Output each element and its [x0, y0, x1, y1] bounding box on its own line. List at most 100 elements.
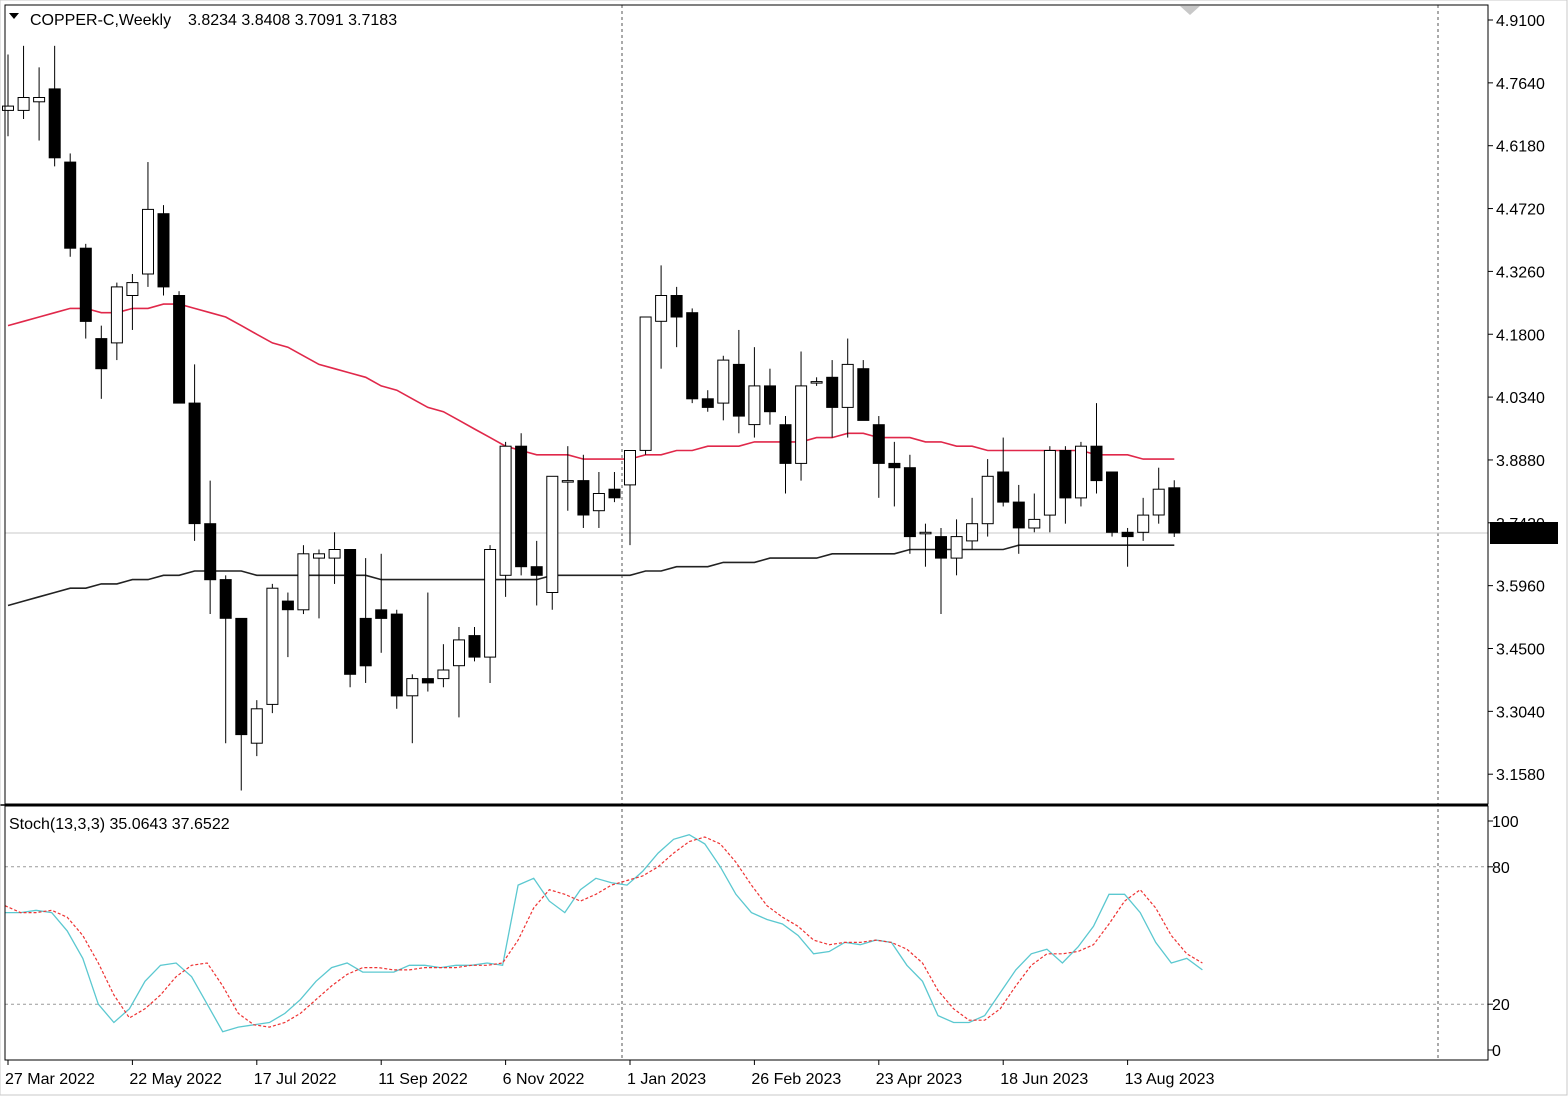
time-axis-label: 17 Jul 2022 [254, 1071, 337, 1088]
candle-body [142, 208, 154, 275]
candle-body [235, 617, 248, 736]
price-axis-label: 4.6180 [1496, 139, 1545, 156]
last-price-tag-label: 3.7183 [1496, 526, 1545, 543]
ohlc-values: 3.8234 3.8408 3.7091 3.7183 [188, 12, 397, 29]
grid-layer [5, 5, 1488, 1060]
candle-body [561, 480, 574, 483]
price-axis-label: 3.8880 [1496, 453, 1545, 470]
candle-body [670, 295, 683, 318]
candle-body [1168, 487, 1181, 534]
stochastic-axis-label: 100 [1492, 814, 1519, 831]
time-axis-label: 6 Nov 2022 [503, 1071, 585, 1088]
price-axis-label: 3.4500 [1496, 642, 1545, 659]
time-axis-label: 27 Mar 2022 [5, 1071, 95, 1088]
candle-body [624, 450, 636, 486]
candle-body [810, 381, 823, 384]
candle-body [919, 531, 932, 535]
candle-body [826, 376, 839, 408]
candle-body [421, 678, 434, 684]
candle-body [110, 286, 123, 344]
axes: 4.9100 4.7640 4.6180 4.4720 4.3260 4.1800 4.03… [5, 13, 1558, 1088]
candle-body [1121, 531, 1134, 538]
candle-body [437, 669, 450, 680]
candle-body [328, 549, 341, 559]
candle-body [577, 480, 590, 516]
candle-body [95, 338, 108, 370]
candle-body [406, 678, 419, 697]
candle-body [841, 363, 854, 408]
candle-body [1137, 514, 1150, 533]
price-axis-label: 4.4720 [1496, 202, 1545, 219]
candle-body [795, 385, 808, 464]
candle-body [313, 553, 325, 559]
candle-body [748, 385, 761, 426]
candle-body [390, 613, 403, 697]
time-axis-label: 22 May 2022 [129, 1071, 222, 1088]
price-axis-label: 4.1800 [1496, 327, 1545, 344]
candle-body [1012, 501, 1025, 529]
candle-body [966, 523, 979, 542]
candle-body [281, 600, 294, 611]
candle-body [1028, 518, 1041, 529]
stochastic-signal-line [4, 836, 1203, 1028]
candle-body [546, 475, 559, 593]
time-axis-label: 26 Feb 2023 [751, 1071, 841, 1088]
candle-body [717, 359, 730, 404]
candle-body [764, 385, 776, 413]
moving-average-fast-line [7, 303, 1175, 460]
candle-body [997, 471, 1010, 503]
candle-body [33, 97, 46, 103]
candle-body [188, 402, 201, 525]
stochastic-main-line [5, 833, 1203, 1033]
candle-body [935, 536, 947, 559]
price-axis-label: 4.7640 [1496, 76, 1545, 93]
time-axis-label: 11 Sep 2022 [378, 1071, 468, 1088]
stochastic-axis-label: 20 [1492, 997, 1510, 1014]
time-axis-label: 1 Jan 2023 [627, 1071, 706, 1088]
candle-body [1043, 450, 1056, 516]
price-axis-label: 4.3260 [1496, 264, 1545, 281]
candle-body [686, 312, 699, 400]
chart-shift-marker-icon[interactable] [1180, 6, 1200, 15]
candle-body [48, 88, 61, 159]
symbol-label: COPPER-C,Weekly [30, 12, 171, 29]
candle-body [359, 617, 372, 667]
candle-body [530, 566, 543, 576]
price-axis-label: 4.0340 [1496, 390, 1545, 407]
candle-body [779, 424, 792, 464]
candle-body [950, 536, 963, 559]
last-price-tag [1490, 522, 1558, 544]
candle-body [173, 295, 186, 404]
indicator-frame [4, 805, 1489, 1061]
candle-body [17, 97, 30, 111]
moving-averages [7, 303, 1175, 607]
stochastic-indicator-label: Stoch(13,3,3) 35.0643 37.6522 [9, 816, 230, 833]
candle-body [1090, 445, 1103, 482]
stochastic-axis-label: 0 [1492, 1043, 1501, 1060]
candle-body [204, 523, 217, 581]
price-axis-label: 4.9100 [1496, 13, 1545, 30]
candle-body [872, 424, 885, 464]
candle-body [453, 639, 465, 667]
price-axis-label: 3.5960 [1496, 579, 1545, 596]
candle-body [250, 708, 263, 744]
candle-body [64, 161, 77, 249]
symbol-dropdown-icon[interactable] [9, 13, 19, 19]
candle-body [608, 488, 621, 499]
time-axis-label: 13 Aug 2023 [1125, 1071, 1215, 1088]
candle-body [857, 368, 870, 421]
candle-body [79, 247, 92, 322]
candle-body [484, 549, 497, 658]
candle-body [375, 609, 388, 619]
candle-body [157, 213, 170, 288]
candle-body [655, 295, 668, 322]
time-axis-label: 18 Jun 2023 [1000, 1071, 1088, 1088]
main-chart-frame [4, 4, 1489, 805]
candle-body [266, 587, 279, 705]
candle-body [592, 493, 605, 512]
stochastic-axis-label: 80 [1492, 860, 1510, 877]
